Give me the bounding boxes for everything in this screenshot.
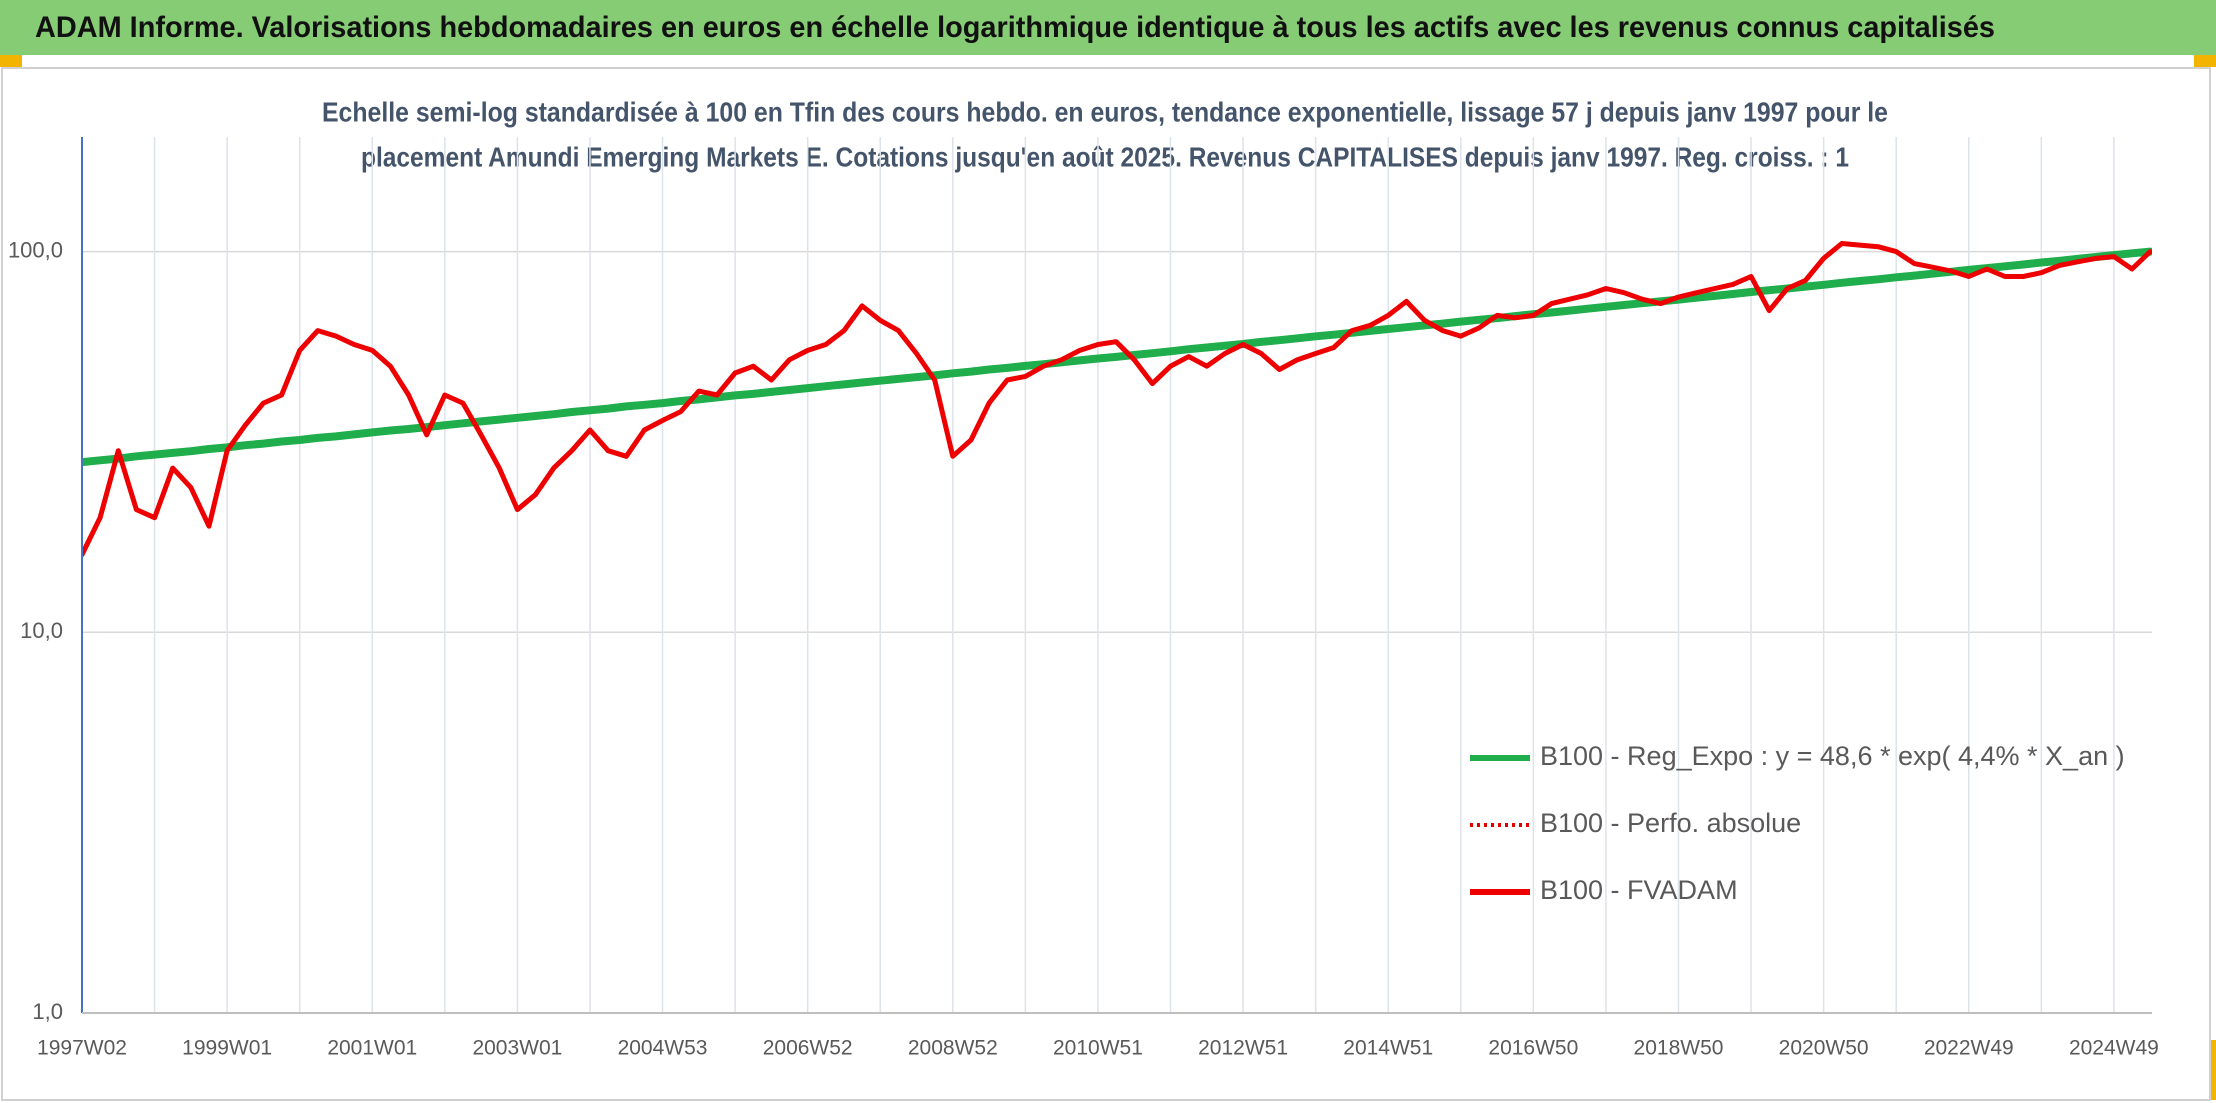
x-tick-label: 2004W53	[618, 1037, 708, 1060]
x-tick-label: 2024W49	[2069, 1037, 2159, 1060]
legend-label: B100 - Reg_Expo : y = 48,6 * exp( 4,4% *…	[1540, 741, 2125, 771]
chart-subtitle: Echelle semi-log standardisée à 100 en T…	[322, 96, 1888, 127]
legend-label: B100 - Perfo. absolue	[1540, 808, 1801, 838]
x-tick-label: 2006W52	[763, 1037, 853, 1060]
corner	[2194, 55, 2216, 67]
banner	[0, 0, 2216, 55]
x-tick-label: 2014W51	[1343, 1037, 1433, 1060]
x-tick-label: 1999W01	[182, 1037, 272, 1060]
legend-label: B100 - FVADAM	[1540, 875, 1738, 905]
y-tick-label: 100,0	[8, 237, 63, 262]
x-tick-label: 2016W50	[1488, 1037, 1578, 1060]
series-line	[82, 247, 2152, 467]
chart-frame	[1, 67, 2211, 1101]
chart-subtitle: placement Amundi Emerging Markets E. Cot…	[361, 141, 1849, 172]
x-tick-label: 2012W51	[1198, 1037, 1288, 1060]
y-tick-label: 1,0	[32, 999, 63, 1024]
x-tick-label: 2020W50	[1779, 1037, 1869, 1060]
banner-title: ADAM Informe. Valorisations hebdomadaire…	[35, 11, 1995, 44]
x-tick-label: 2001W01	[327, 1037, 417, 1060]
x-tick-label: 2003W01	[472, 1037, 562, 1060]
corner	[0, 55, 22, 67]
x-tick-label: 2008W52	[908, 1037, 998, 1060]
x-tick-label: 2010W51	[1053, 1037, 1143, 1060]
series-line	[82, 241, 2152, 558]
x-tick-label: 2022W49	[1924, 1037, 2014, 1060]
y-tick-label: 10,0	[20, 618, 63, 643]
x-tick-label: 2018W50	[1634, 1037, 1724, 1060]
x-tick-label: 1997W02	[37, 1037, 127, 1060]
